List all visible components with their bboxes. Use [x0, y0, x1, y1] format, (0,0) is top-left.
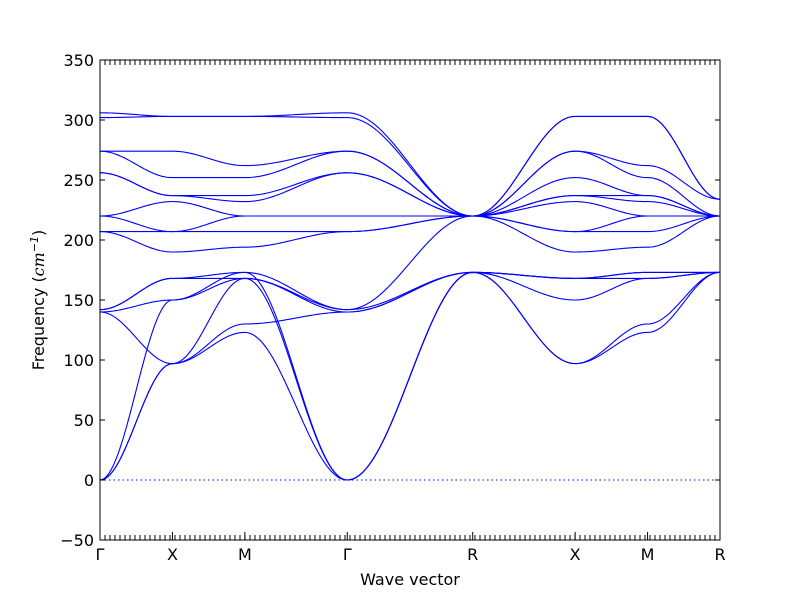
y-axis-label: Frequency (cm−1)	[28, 230, 49, 371]
y-tick-label: −50	[60, 531, 94, 550]
band-line-15	[100, 150, 721, 217]
labels-group: −50 0 50 100 150 200 250 300 350 Γ X M Γ R X M R	[60, 51, 725, 564]
y-tick-label: 350	[63, 51, 94, 70]
x-tick-label: R	[714, 545, 725, 564]
y-axis-label-unit: cm	[29, 252, 48, 276]
y-tick-label: 50	[74, 411, 94, 430]
x-tick-label: X	[167, 545, 178, 564]
x-axis-label: Wave vector	[360, 570, 460, 589]
band-line-17	[99, 112, 721, 217]
y-tick-label: 150	[63, 291, 94, 310]
y-tick-label: 200	[63, 231, 94, 250]
y-tick-label: 300	[63, 111, 94, 130]
x-tick-label: Γ	[343, 545, 352, 564]
plot-frame	[99, 59, 721, 541]
y-axis-label-main: Frequency (	[29, 276, 48, 370]
band-line-11	[99, 195, 721, 217]
band-line-7	[99, 215, 721, 311]
y-tick-label: 250	[63, 171, 94, 190]
band-line-13	[99, 172, 721, 217]
ticks-group	[99, 59, 721, 541]
x-tick-label: M	[641, 545, 655, 564]
y-tick-label: 100	[63, 351, 94, 370]
x-tick-label: M	[238, 545, 252, 564]
x-tick-label: Γ	[96, 545, 105, 564]
y-axis-label-close: )	[29, 230, 48, 236]
x-tick-label: R	[467, 545, 478, 564]
y-axis-label-exponent: −1	[28, 236, 41, 252]
band-line-9	[100, 215, 720, 233]
x-tick-label: X	[570, 545, 581, 564]
y-tick-label: 0	[84, 471, 94, 490]
bands-group	[99, 112, 721, 481]
